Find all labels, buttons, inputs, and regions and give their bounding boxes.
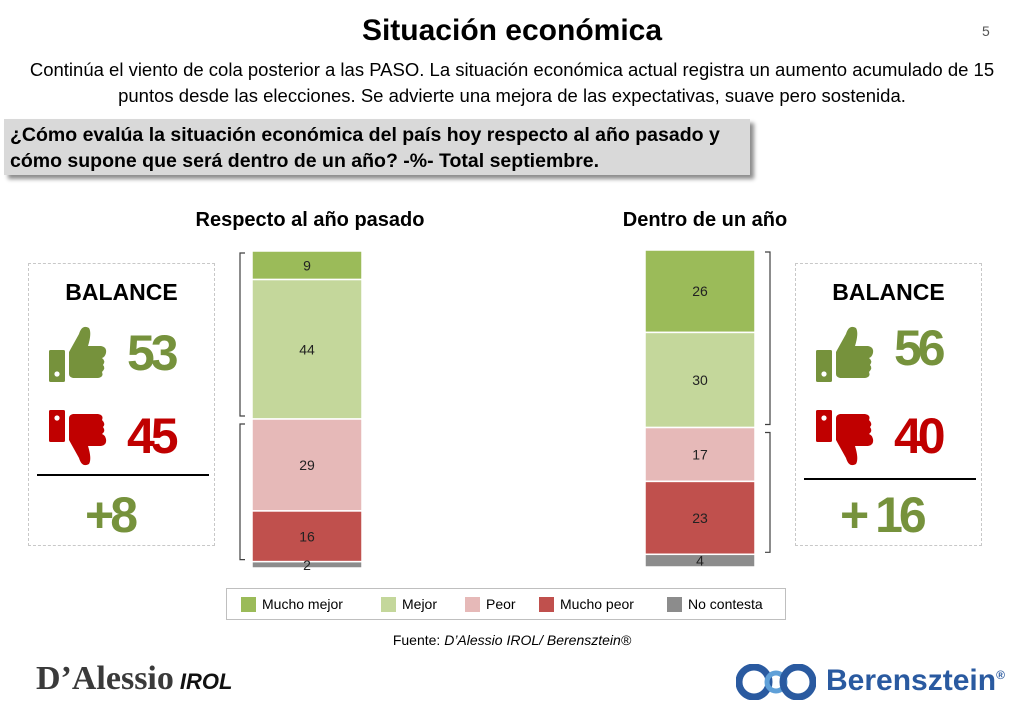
thumbs-down-icon <box>49 410 107 466</box>
legend-swatch <box>539 596 554 612</box>
bar-segment-right-mejor <box>644 331 756 429</box>
bracket-negative-left <box>239 423 245 561</box>
balance-net-left: +8 <box>85 487 138 543</box>
balance-positive-left: 53 <box>127 325 179 381</box>
page-title: Situación económica <box>361 14 663 47</box>
balance-net-right: + 16 <box>840 487 927 543</box>
source-name: D’Alessio IROL/ Berensztein® <box>444 632 632 648</box>
bar-segment-left-peor <box>251 418 363 512</box>
berensztein-mark-icon <box>736 664 816 700</box>
source-prefix: Fuente: <box>392 632 445 648</box>
source-note: Fuente: D’Alessio IROL/ Berensztein® <box>0 632 1024 648</box>
balance-negative-left: 45 <box>127 408 179 464</box>
legend-item-no-contesta: No contesta <box>667 589 763 619</box>
bar-segment-right-mucho-mejor <box>644 249 756 334</box>
legend-swatch <box>241 596 256 612</box>
berensztein-logo-text: Berensztein <box>826 664 997 697</box>
bar-segment-left-mucho-peor <box>251 510 363 563</box>
question-text: ¿Cómo evalúa la situación económica del … <box>10 124 720 172</box>
thumbs-up-icon <box>49 326 107 382</box>
balance-divider-right <box>804 478 976 480</box>
berensztein-logo: Berensztein® <box>826 664 1005 698</box>
bar-segment-right-peor <box>644 426 756 483</box>
data-label-right-mucho-mejor: 26 <box>692 283 708 299</box>
data-label-right-peor: 17 <box>692 446 708 462</box>
balance-negative-right: 40 <box>894 408 946 464</box>
thumbs-up-icon <box>816 326 874 382</box>
balance-divider-left <box>37 474 209 476</box>
balance-title-left: BALANCE <box>65 279 178 305</box>
data-label-right-mejor: 30 <box>692 372 708 388</box>
bar-segment-right-mucho-peor <box>644 480 756 556</box>
balance-box-left: BALANCE 53 45 +8 <box>28 263 215 546</box>
data-label-right-no-contesta: 4 <box>696 553 704 569</box>
legend-item-peor: Peor <box>465 589 516 619</box>
dalessio-logo-sub: IROL <box>179 669 233 694</box>
legend-label: No contesta <box>688 596 763 612</box>
legend-item-mucho-peor: Mucho peor <box>539 589 634 619</box>
legend-label: Mucho mejor <box>262 596 343 612</box>
bar-segment-left-mucho-mejor <box>251 250 363 281</box>
balance-positive-right: 56 <box>894 320 946 376</box>
data-label-left-mucho-peor: 16 <box>299 528 315 544</box>
chart-title-right: Dentro de un año <box>622 209 788 231</box>
bracket-positive-right <box>765 251 771 426</box>
chart-title-left: Respecto al año pasado <box>195 209 425 231</box>
data-label-left-mucho-mejor: 9 <box>303 257 311 273</box>
data-label-right-mucho-peor: 23 <box>692 510 708 526</box>
thumbs-down-icon <box>816 410 874 466</box>
legend-swatch <box>381 596 396 612</box>
data-label-left-mejor: 44 <box>299 341 315 357</box>
data-label-left-no-contesta: 2 <box>303 557 311 573</box>
dalessio-logo: D’Alessio IROL <box>36 660 232 698</box>
legend: Mucho mejor Mejor Peor Mucho peor No con… <box>226 588 786 620</box>
legend-item-mucho-mejor: Mucho mejor <box>241 589 343 619</box>
balance-title-right: BALANCE <box>832 279 945 305</box>
bracket-positive-left <box>239 252 245 417</box>
legend-item-mejor: Mejor <box>381 589 437 619</box>
page-number: 5 <box>982 23 990 39</box>
data-label-left-peor: 29 <box>299 457 315 473</box>
legend-swatch <box>667 596 682 612</box>
bracket-negative-right <box>765 431 771 553</box>
page-subtitle: Continúa el viento de cola posterior a l… <box>29 59 995 106</box>
legend-label: Peor <box>486 596 516 612</box>
legend-label: Mucho peor <box>560 596 634 612</box>
dalessio-logo-main: D’Alessio <box>36 660 174 697</box>
balance-box-right: BALANCE 56 40 + 16 <box>795 263 982 546</box>
bar-segment-left-mejor <box>251 278 363 420</box>
berensztein-logo-mark: ® <box>996 668 1005 682</box>
legend-label: Mejor <box>402 596 438 612</box>
question-box: ¿Cómo evalúa la situación económica del … <box>4 119 750 175</box>
bar-segment-right-no-contesta <box>644 553 756 568</box>
bar-segment-left-no-contesta <box>251 560 363 569</box>
legend-swatch <box>465 596 480 612</box>
